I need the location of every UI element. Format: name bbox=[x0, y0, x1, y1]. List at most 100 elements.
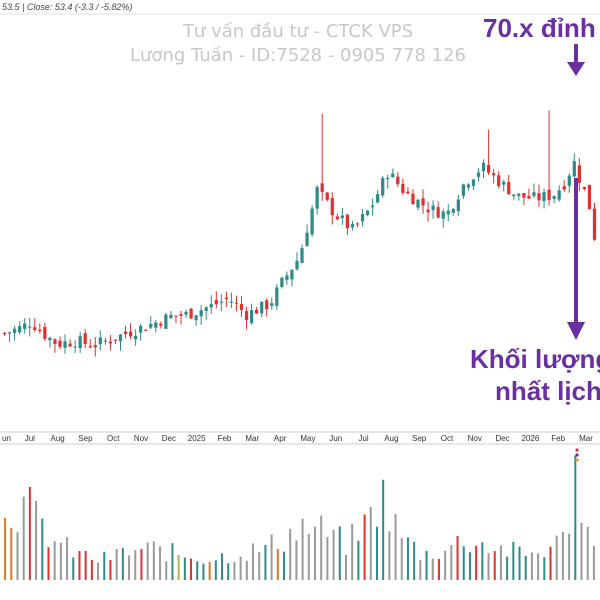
volume-bar bbox=[561, 531, 564, 580]
volume-bar bbox=[313, 526, 316, 580]
x-tick-label: un bbox=[2, 434, 11, 443]
volume-bar bbox=[400, 538, 403, 580]
candle-body bbox=[43, 326, 47, 339]
candle-body bbox=[189, 308, 193, 319]
volume-bar bbox=[159, 546, 162, 580]
volume-bar bbox=[555, 535, 558, 580]
candle-body bbox=[436, 207, 440, 218]
candle-body bbox=[23, 323, 27, 329]
volume-bar bbox=[475, 545, 478, 580]
candle-body bbox=[416, 199, 420, 208]
volume-bar bbox=[134, 550, 137, 580]
candle-body bbox=[305, 232, 309, 247]
candle-body bbox=[118, 334, 123, 342]
volume-bar bbox=[221, 553, 224, 580]
candle-body bbox=[164, 314, 168, 329]
candle-body bbox=[244, 311, 249, 321]
volume-bar bbox=[419, 560, 422, 580]
candle-body bbox=[315, 187, 319, 209]
volume-bar bbox=[196, 561, 199, 580]
candle-body bbox=[169, 314, 173, 318]
volume-bar bbox=[146, 542, 149, 580]
candle-body bbox=[456, 199, 460, 212]
candle-body bbox=[224, 297, 228, 300]
candle-body bbox=[557, 190, 561, 200]
x-tick-label: Jul bbox=[358, 434, 368, 443]
volume-bar bbox=[568, 533, 571, 580]
x-tick-label: Jun bbox=[329, 434, 342, 443]
candle-body bbox=[2, 332, 7, 334]
volume-bar bbox=[301, 518, 304, 580]
volume-bar bbox=[530, 552, 533, 580]
volume-bar bbox=[59, 542, 62, 580]
x-tick-label: Mar bbox=[245, 434, 259, 443]
candle-body bbox=[446, 210, 450, 215]
candle-body bbox=[93, 345, 97, 348]
volume-bar bbox=[382, 479, 385, 580]
candle-body bbox=[512, 194, 516, 197]
volume-bar bbox=[97, 562, 100, 580]
candle-body bbox=[154, 322, 158, 328]
volume-bar bbox=[35, 500, 38, 580]
volume-bar bbox=[28, 486, 31, 580]
volume-bar bbox=[524, 555, 527, 580]
volume-bar bbox=[264, 544, 267, 580]
volume-bar bbox=[109, 560, 112, 580]
candle-body bbox=[355, 223, 360, 225]
candle-body bbox=[486, 164, 491, 173]
volume-bar bbox=[183, 557, 186, 580]
candle-body bbox=[476, 172, 481, 177]
volume-bar bbox=[468, 552, 471, 580]
candle-body bbox=[199, 310, 203, 317]
candle-body bbox=[139, 325, 143, 333]
candle-body bbox=[532, 192, 536, 196]
candle-body bbox=[310, 208, 314, 235]
x-tick-label: Dec bbox=[162, 434, 176, 443]
x-tick-label: Feb bbox=[218, 434, 232, 443]
candle-body bbox=[426, 209, 430, 213]
candle-body bbox=[340, 215, 344, 219]
volume-bar bbox=[592, 545, 595, 580]
candle-body bbox=[391, 173, 395, 178]
volume-bar bbox=[103, 551, 106, 580]
candle-body bbox=[507, 182, 511, 195]
volume-bar bbox=[78, 551, 81, 580]
volume-bar bbox=[252, 543, 255, 580]
candle-body bbox=[53, 339, 57, 344]
volume-bar bbox=[214, 560, 217, 580]
volume-bar bbox=[41, 518, 44, 580]
x-axis-ticks: un Jul Aug Sep Oct Nov Dec 2025 Feb Mar Apr May Jun J… bbox=[2, 434, 593, 443]
volume-bar bbox=[462, 546, 465, 580]
volume-bar bbox=[375, 526, 378, 580]
x-tick-label: Sep bbox=[412, 434, 427, 443]
candle-body bbox=[270, 303, 274, 306]
candle-body bbox=[567, 175, 571, 186]
volume-bar bbox=[326, 536, 329, 580]
candle-body bbox=[260, 301, 264, 314]
candle-body bbox=[108, 341, 113, 344]
candle-body bbox=[229, 301, 234, 303]
candle-body bbox=[209, 303, 213, 308]
peak-arrow bbox=[567, 44, 585, 76]
volume-bar bbox=[369, 507, 372, 580]
candle-body bbox=[325, 192, 329, 200]
candle-body bbox=[63, 341, 67, 348]
volume-bar bbox=[388, 531, 391, 580]
volume-bar bbox=[344, 554, 347, 580]
candle-body bbox=[128, 331, 133, 337]
candle-body bbox=[174, 315, 178, 317]
volume-bar bbox=[332, 529, 335, 580]
volume-bar bbox=[84, 550, 87, 580]
candle-body bbox=[360, 214, 365, 222]
volume-bar bbox=[481, 542, 484, 580]
candle-body bbox=[78, 336, 82, 349]
volume-bar bbox=[72, 557, 75, 580]
candle-body bbox=[285, 275, 289, 280]
x-tick-label: Oct bbox=[441, 434, 454, 443]
volume-bar bbox=[165, 561, 168, 580]
candle-body bbox=[517, 193, 521, 196]
volume-series bbox=[4, 455, 595, 580]
candle-body bbox=[159, 323, 163, 326]
volume-bar bbox=[506, 556, 509, 580]
volume-bar bbox=[140, 549, 143, 580]
